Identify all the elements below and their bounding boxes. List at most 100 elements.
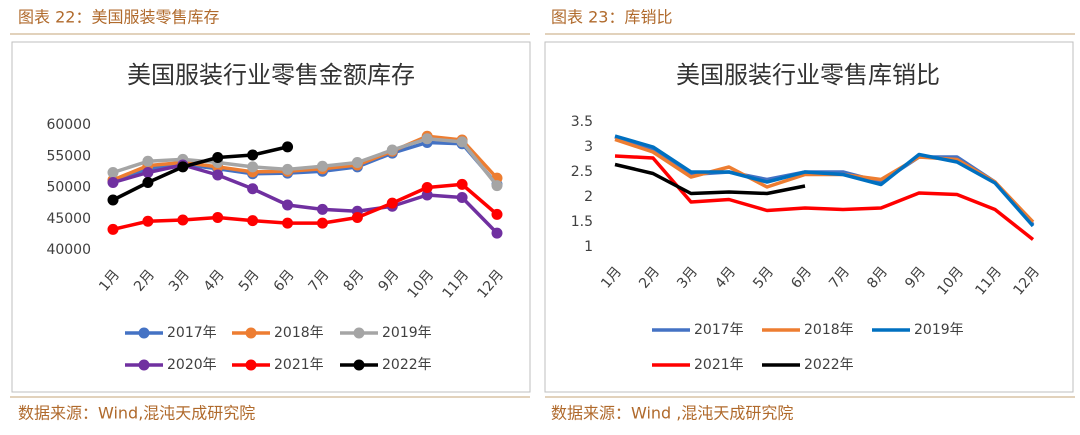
series-line: [614, 135, 1035, 226]
x-tick-label: 10月: [934, 264, 967, 299]
legend-marker: [138, 359, 150, 371]
point: [386, 144, 398, 156]
point: [177, 214, 189, 226]
point: [212, 212, 224, 223]
point: [212, 169, 224, 181]
x-tick-label: 3月: [674, 264, 701, 292]
legend-label: 2017年: [167, 325, 217, 341]
chart-title: 美国服装行业零售库销比: [676, 61, 940, 89]
point: [386, 197, 398, 209]
y-tick-label: 1.5: [571, 214, 593, 230]
legend-label: 2019年: [382, 325, 432, 341]
x-tick-label: 4月: [201, 267, 228, 295]
y-tick-label: 60000: [46, 117, 91, 133]
point: [212, 152, 224, 163]
x-tick-label: 2月: [636, 264, 663, 292]
point: [107, 223, 119, 235]
x-tick-label: 11月: [972, 264, 1005, 299]
legend-label: 2020年: [167, 357, 217, 373]
point: [316, 160, 328, 172]
y-tick-label: 55000: [46, 148, 91, 164]
legend-marker: [353, 327, 365, 339]
x-tick-label: 12月: [1010, 264, 1043, 299]
series-line: [614, 162, 806, 196]
point: [142, 155, 154, 167]
x-tick-label: 1月: [96, 267, 123, 295]
x-tick-label: 5月: [236, 267, 263, 295]
series-line: [614, 154, 1035, 241]
point: [316, 203, 328, 215]
point: [421, 182, 433, 193]
x-tick-label: 11月: [440, 267, 473, 302]
point: [247, 183, 259, 195]
x-tick-label: 9月: [375, 267, 402, 295]
x-tick-label: 6月: [788, 264, 815, 292]
point: [456, 178, 468, 190]
point: [177, 161, 189, 173]
series-line: [112, 134, 499, 182]
point: [282, 141, 294, 153]
x-tick-label: 8月: [341, 267, 368, 295]
legend-label: 2017年: [694, 322, 744, 338]
x-tick-label: 7月: [306, 267, 333, 295]
figure-caption: 图表 22：美国服装零售库存: [18, 8, 219, 27]
point: [282, 217, 294, 229]
legend-marker: [245, 327, 257, 339]
point: [282, 163, 294, 175]
point: [107, 167, 119, 178]
chart-frame: [11, 41, 531, 393]
point: [351, 157, 363, 168]
legend-marker: [353, 359, 365, 371]
legend-marker: [245, 359, 257, 371]
point: [107, 194, 119, 206]
legend-label: 2018年: [274, 325, 324, 341]
legend-marker: [138, 327, 150, 339]
point: [316, 217, 328, 229]
point: [247, 161, 259, 173]
x-tick-label: 12月: [474, 267, 507, 302]
figure-caption: 图表 23：库销比: [551, 8, 672, 27]
x-tick-label: 5月: [750, 264, 777, 292]
point: [421, 133, 433, 145]
point: [491, 180, 503, 192]
x-tick-label: 3月: [166, 267, 193, 295]
x-tick-label: 2月: [131, 267, 158, 295]
y-tick-label: 40000: [46, 242, 91, 258]
legend-label: 2018年: [804, 322, 854, 338]
point: [142, 215, 154, 227]
point: [456, 192, 468, 203]
x-tick-label: 10月: [405, 267, 438, 302]
legend-label: 2021年: [274, 357, 324, 373]
point: [491, 208, 503, 220]
legend-label: 2019年: [914, 322, 964, 338]
point: [282, 199, 294, 211]
point: [107, 177, 119, 188]
x-tick-label: 7月: [826, 264, 853, 292]
point: [142, 177, 154, 188]
point: [247, 215, 259, 227]
point: [491, 227, 503, 239]
figure-source: 数据来源：Wind,混沌天成研究院: [18, 404, 255, 423]
y-tick-label: 50000: [46, 180, 91, 196]
legend-label: 2021年: [694, 357, 744, 373]
series-line: [112, 137, 499, 187]
x-tick-label: 4月: [712, 264, 739, 292]
series-line: [112, 182, 499, 232]
chart-frame: [544, 41, 1074, 393]
series-line: [112, 163, 499, 235]
x-tick-label: 8月: [864, 264, 891, 292]
point: [351, 212, 363, 223]
y-tick-label: 45000: [46, 211, 91, 227]
point: [247, 149, 259, 161]
legend-label: 2022年: [382, 357, 432, 373]
point: [456, 136, 468, 148]
series-line: [112, 145, 288, 202]
x-tick-label: 6月: [271, 267, 298, 295]
legend-label: 2022年: [804, 357, 854, 373]
chart-title: 美国服装行业零售金额库存: [127, 61, 415, 89]
x-tick-label: 9月: [902, 264, 929, 292]
y-tick-label: 3.5: [571, 114, 593, 130]
y-tick-label: 2.5: [571, 164, 593, 180]
y-tick-label: 2: [584, 189, 593, 205]
